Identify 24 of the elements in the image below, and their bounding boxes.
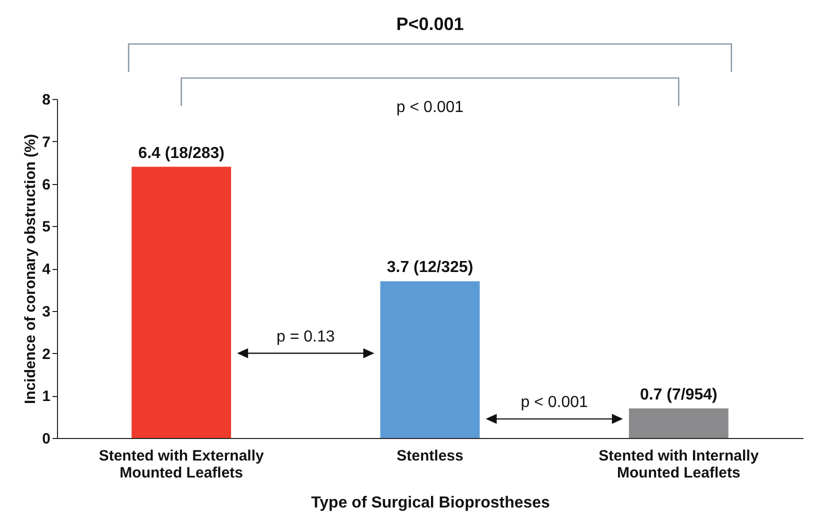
y-tick-label: 7 (42, 134, 50, 151)
bar (628, 408, 728, 438)
x-tick-label: Stented with Externally Mounted Leaflets (98, 448, 265, 482)
bar (380, 281, 480, 438)
y-tick-label: 8 (42, 92, 50, 108)
data-label: 0.7 (7/954) (640, 386, 718, 404)
y-axis-title: Incidence of coronary obstruction (%) (22, 134, 40, 404)
y-tick-label: 3 (42, 303, 50, 320)
y-tick-label: 2 (42, 346, 50, 363)
bar (132, 166, 232, 438)
annotation: p < 0.001 (520, 394, 588, 411)
x-axis-title: Type of Surgical Bioprostheses (311, 494, 550, 512)
text: P<0.001 (396, 14, 464, 34)
annotation: p < 0.001 (396, 99, 464, 116)
y-tick-label: 1 (42, 388, 50, 406)
x-tick-label: Stentless (396, 448, 464, 464)
data-label: 6.4 (18/283) (138, 144, 224, 162)
y-tick-label: 6 (42, 176, 50, 194)
data-label: 3.7 (12/325) (386, 259, 474, 276)
annotation: p = 0.13 (276, 328, 335, 346)
y-tick-label: 0 (42, 430, 50, 448)
x-tick-label: Stented with Internally Mounted Leaflets (598, 448, 760, 482)
y-tick-label: 4 (42, 261, 52, 278)
y-tick-label: 5 (42, 218, 50, 236)
